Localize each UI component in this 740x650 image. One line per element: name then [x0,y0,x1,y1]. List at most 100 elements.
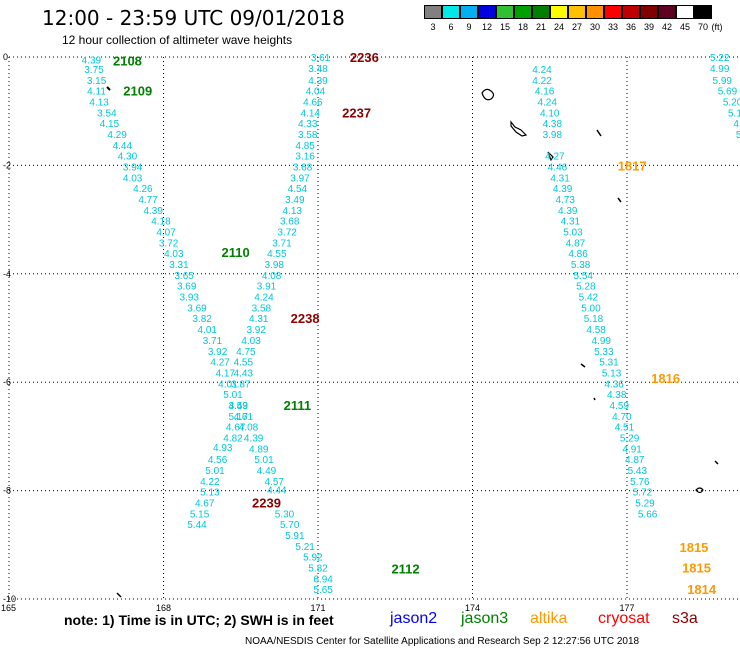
wave-height-value: 5.42 [579,293,599,304]
wave-height-value: 3.87 [231,379,251,390]
wave-height-value: 3.68 [280,217,300,228]
colorbar-label: 24 [553,22,564,32]
colorbar-swatch [442,5,460,19]
wave-height-value: 4.08 [262,271,282,282]
wave-height-value: 5.91 [285,531,305,542]
wave-height-value: 4.22 [200,477,220,488]
wave-height-value: 4.31 [249,314,269,325]
wave-height-value: 5.43 [628,466,648,477]
colorbar-label: 9 [466,22,472,32]
wave-height-value: 5.15 [190,509,210,520]
wave-height-value: 4.87 [566,238,586,249]
wave-height-value: 4.03 [123,173,143,184]
wave-height-value: 4.73 [555,195,575,206]
pass-time-label: 1815 [679,540,708,555]
wave-height-value: 3.71 [203,336,223,347]
wave-height-value: 4.55 [267,249,287,260]
pass-time-label: 1816 [651,371,680,386]
footnote: note: 1) Time is in UTC; 2) SWH is in fe… [64,612,334,628]
wave-height-value: 4.11 [87,87,106,98]
pass-time-label: 2236 [350,50,379,65]
wave-height-value: 4.49 [257,466,277,477]
pass-time-label: 1814 [687,582,717,597]
wave-height-value: 4.27 [210,358,230,369]
y-tick-label: -2 [3,160,11,170]
wave-height-value: 4.10 [540,108,560,119]
wave-height-value: 3.59 [228,401,248,412]
island-outline [481,88,495,101]
page-title: 12:00 - 23:59 UTC 09/01/2018 [42,6,345,30]
wave-height-value: 3.98 [264,260,284,271]
wave-height-value: 5.65 [313,585,333,596]
wave-height-value: 5.29 [620,433,640,444]
wave-height-value: 4.13 [283,206,303,217]
wave-height-value: 4.15 [100,119,120,130]
wave-height-value: 4.16 [535,87,555,98]
wave-height-value: 4.24 [532,65,552,76]
wave-height-value: 3.69 [177,282,197,293]
wave-height-value: 5.01 [223,390,243,401]
y-tick-label: -8 [3,486,11,496]
island-outline [593,397,596,401]
track-values: 4.393.753.154.114.133.544.154.294.444.30… [82,50,740,597]
wave-height-value: 5.20 [723,97,740,108]
y-tick-label: -10 [3,594,16,604]
wave-height-value: 4.9 [733,119,740,130]
island-outline [580,363,586,368]
wave-height-value: 4.43 [234,368,254,379]
wave-height-value: 4.61 [234,412,254,423]
colorbar-label: 21 [535,22,546,32]
wave-height-value: 3.68 [293,162,313,173]
wave-height-value: 5.54 [573,271,593,282]
island-outline [106,86,111,91]
wave-height-value: 4.39 [308,76,328,87]
wave-height-value: 4.55 [234,358,254,369]
wave-height-value: 5.22 [710,53,730,64]
wave-height-value: 4.39 [82,56,102,67]
colorbar-swatch [478,5,496,19]
page-subtitle: 12 hour collection of altimeter wave hei… [62,33,293,47]
wave-height-value: 4.51 [615,423,635,434]
colorbar-label: 15 [499,22,510,32]
wave-height-value: 4.24 [537,97,557,108]
wave-height-value: 5.29 [635,499,655,510]
colorbar-label: 42 [661,22,672,32]
colorbar-label: 30 [589,22,600,32]
pass-time-label: 2112 [391,562,419,577]
wave-height-value: 4.39 [558,206,578,217]
colorbar-label: 39 [643,22,654,32]
colorbar-label: 6 [448,22,454,32]
wave-height-value: 5.30 [275,509,295,520]
wave-height-value: 5.17 [228,412,248,423]
legend-s3a: s3a [672,610,698,627]
wave-height-value: 4.24 [254,293,274,304]
colorbar-swatch [532,5,550,19]
wave-height-value: 4.44 [267,486,287,497]
wave-height-value: 3.58 [252,303,272,314]
pass-time-label: 2237 [342,105,371,120]
colorbar-label: 3 [430,22,436,32]
wave-height-value: 5.72 [633,488,653,499]
wave-height-value: 4.38 [543,119,563,130]
island-outline [596,129,602,137]
colorbar-label: 33 [607,22,618,32]
y-tick-label: -4 [3,269,11,279]
wave-height-value: 5.44 [187,520,207,531]
wave-height-value: 3.92 [246,325,266,336]
wave-height-value: 4.18 [151,217,171,228]
wave-height-value: 4.54 [288,184,308,195]
wave-height-value: 5.21 [295,542,315,553]
island-outline [510,120,528,137]
wave-height-value: 3.61 [311,53,331,64]
y-tick-label: -6 [3,377,11,387]
wave-height-value: 4.44 [113,141,133,152]
wave-height-value: 4.67 [195,499,215,510]
wave-height-value: 5.03 [563,228,583,239]
colorbar-swatch [550,5,568,19]
island-outline [617,197,622,203]
wave-height-value: 4.75 [236,347,256,358]
colorbar-swatch [460,5,478,19]
colorbar-label: 45 [679,22,690,32]
wave-height-value: 3.49 [285,195,305,206]
